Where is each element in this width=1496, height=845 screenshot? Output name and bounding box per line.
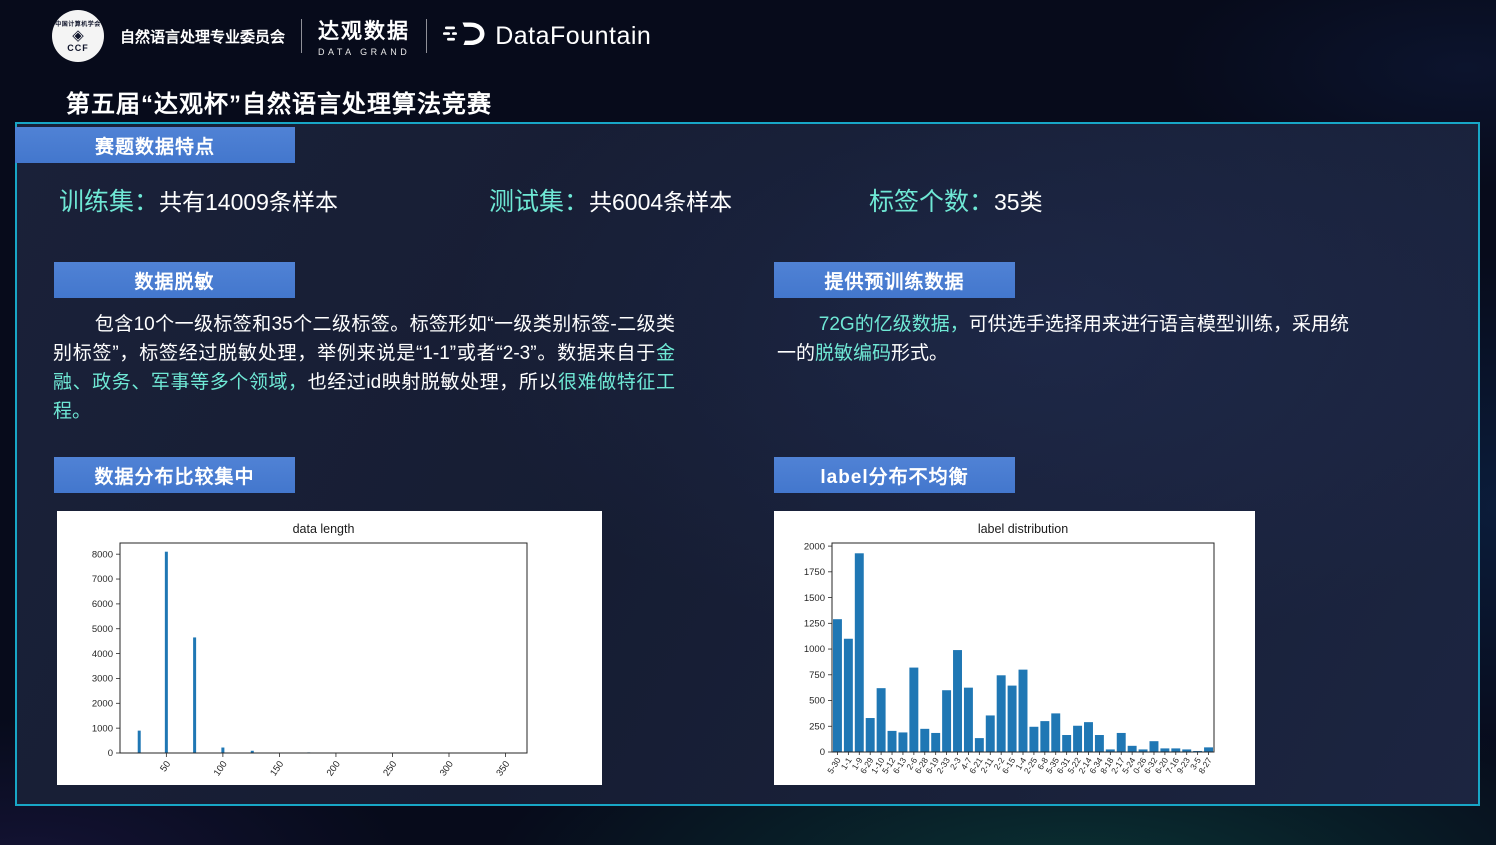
svg-text:1000: 1000: [92, 723, 113, 734]
stat-label: 标签个数：: [869, 188, 995, 216]
paragraph-segment: 也经过id映射脱敏处理，所以: [307, 372, 559, 393]
svg-text:6000: 6000: [92, 599, 113, 610]
ccf-circle-text: 中国计算机学会: [55, 22, 101, 28]
label-distribution-chart: label distribution 0 250 500 750 1000 1250 1500…: [774, 511, 1255, 785]
svg-text:250: 250: [381, 759, 399, 778]
svg-text:1750: 1750: [804, 567, 825, 578]
plot-frame: [119, 542, 528, 754]
svg-text:350: 350: [494, 759, 512, 778]
svg-text:1250: 1250: [804, 619, 825, 630]
datagrand-name: 达观数据: [318, 20, 411, 43]
ccf-abbr: CCF: [67, 43, 89, 53]
page-title: 第五届“达观杯”自然语言处理算法竞赛: [66, 91, 492, 118]
svg-text:7000: 7000: [92, 574, 113, 585]
svg-text:100: 100: [212, 759, 230, 778]
pretrain-badge: 提供预训练数据: [774, 262, 1015, 298]
committee-name: 自然语言处理专业委员会: [120, 28, 286, 46]
svg-text:750: 750: [809, 670, 825, 681]
stat-value: 35类: [994, 189, 1043, 215]
data-length-chart: data length 0 1000 2000 3000 4000 5000 6000 7000…: [57, 511, 602, 785]
svg-text:5000: 5000: [92, 624, 113, 635]
ccf-logo: 中国计算机学会 ◈ CCF: [52, 10, 104, 62]
svg-text:1500: 1500: [804, 593, 825, 604]
paragraph-segment: 很难做特征工程。: [53, 372, 675, 422]
paragraph-segment: 包含10个一级标签和35个二级标签。标签形如“一级类别标签-二级类别标签”，标签…: [53, 314, 675, 364]
header-logos: 中国计算机学会 ◈ CCF 自然语言处理专业委员会 达观数据 DATA GRAN…: [52, 10, 651, 62]
svg-text:3000: 3000: [92, 674, 113, 685]
stat-value: 共有14009条样本: [159, 189, 338, 215]
svg-text:1000: 1000: [804, 644, 825, 655]
header-separator: [301, 19, 303, 53]
svg-text:4000: 4000: [92, 649, 113, 660]
svg-text:0: 0: [108, 748, 113, 759]
desensitization-paragraph: 包含10个一级标签和35个二级标签。标签形如“一级类别标签-二级类别标签”，标签…: [53, 310, 675, 426]
stat-value: 共6004条样本: [589, 189, 733, 215]
paragraph-segment: 脱敏编码: [815, 343, 892, 364]
stat-label-count: 标签个数： 35类: [869, 182, 1043, 218]
paragraph-segment: 金融、政务、军事等多个领域，: [53, 343, 675, 393]
data-length-chart-svg: data length 0 1000 2000 3000 4000 5000 6000 7000…: [92, 522, 528, 778]
label-distribution-badge: label分布不均衡: [774, 457, 1015, 493]
stat-label: 训练集：: [59, 188, 160, 216]
svg-text:8-27: 8-27: [1196, 755, 1214, 775]
datagrand-subtitle: DATA GRAND: [318, 47, 411, 57]
svg-text:250: 250: [809, 721, 825, 732]
chart-title: data length: [293, 522, 355, 536]
stat-test-set: 测试集： 共6004条样本: [489, 182, 732, 218]
plot-frame: [831, 542, 1215, 753]
svg-text:8000: 8000: [92, 549, 113, 560]
svg-text:2000: 2000: [92, 698, 113, 709]
paragraph-segment: 可供选手选择用来进行语言模型训练，采用统一的: [777, 314, 1349, 364]
datafountain-icon: [443, 19, 487, 54]
stat-label: 测试集：: [489, 188, 590, 216]
svg-text:500: 500: [809, 696, 825, 707]
datafountain-logo: DataFountain: [443, 19, 651, 54]
svg-text:2000: 2000: [804, 541, 825, 552]
paragraph-segment: 72G的亿级数据，: [818, 314, 969, 335]
datagrand-logo: 达观数据 DATA GRAND: [318, 15, 410, 57]
svg-text:50: 50: [158, 759, 173, 774]
distribution-badge: 数据分布比较集中: [54, 457, 295, 493]
desensitization-badge: 数据脱敏: [54, 262, 295, 298]
stat-train-set: 训练集： 共有14009条样本: [59, 182, 338, 218]
pretrain-paragraph: 72G的亿级数据，可供选手选择用来进行语言模型训练，采用统一的脱敏编码形式。: [777, 310, 1349, 368]
section-badge: 赛题数据特点: [15, 127, 295, 163]
chart-title: label distribution: [978, 522, 1068, 536]
header-separator: [426, 19, 428, 53]
ccf-emblem-icon: ◈: [72, 27, 84, 44]
svg-text:200: 200: [325, 759, 343, 778]
label-distribution-chart-svg: label distribution 0 250 500 750 1000 1250 1500…: [804, 522, 1215, 775]
paragraph-segment: 形式。: [891, 343, 949, 364]
datafountain-name: DataFountain: [495, 21, 652, 50]
svg-text:0: 0: [820, 747, 825, 758]
svg-text:300: 300: [438, 759, 456, 778]
content-panel: 赛题数据特点 训练集： 共有14009条样本 测试集： 共6004条样本 标签个…: [15, 122, 1480, 806]
svg-text:150: 150: [268, 759, 286, 778]
